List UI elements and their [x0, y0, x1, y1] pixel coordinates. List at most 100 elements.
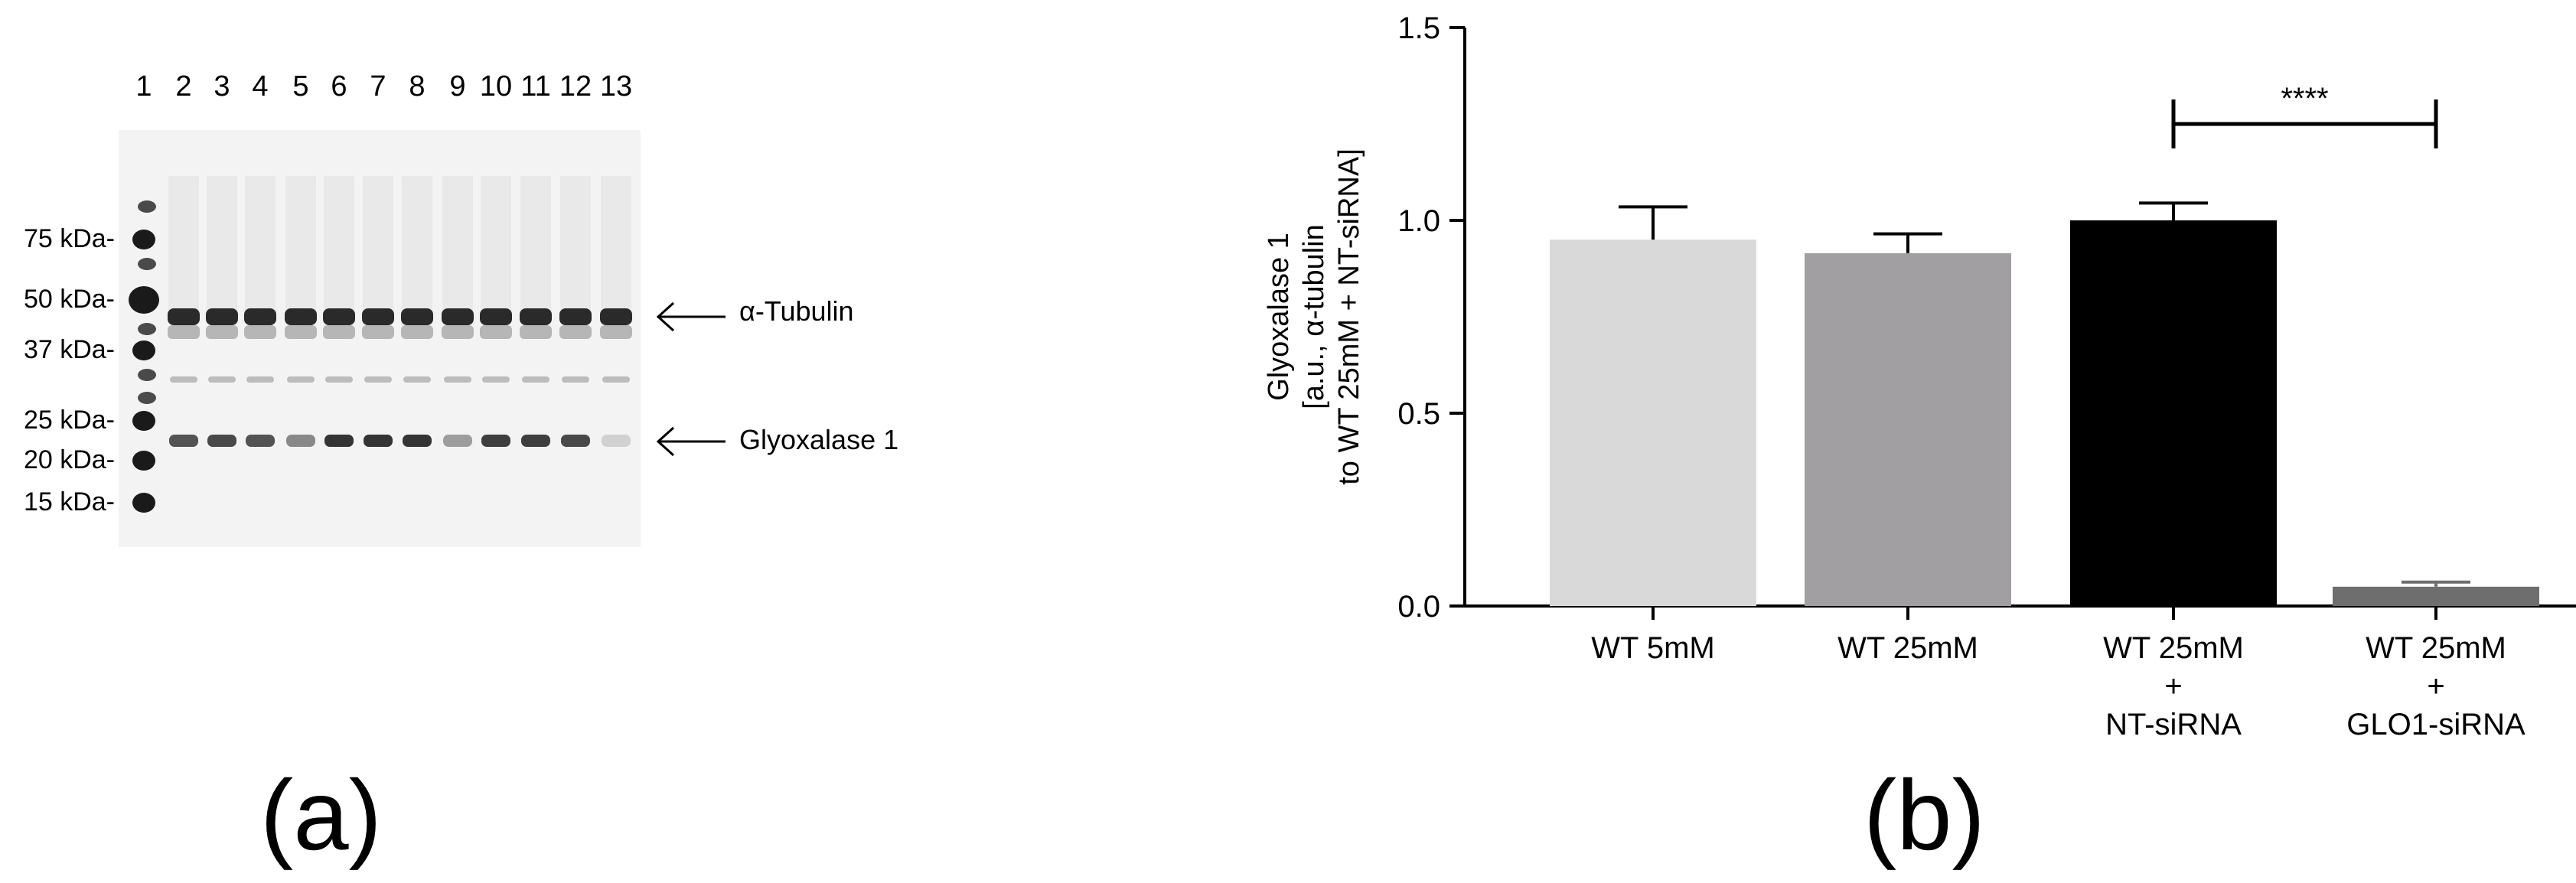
tubulin-band	[520, 308, 552, 325]
faint-band	[562, 376, 589, 383]
tubulin-band-tail	[520, 325, 552, 339]
tubulin-band-tail	[442, 325, 474, 339]
lane-number: 9	[449, 70, 466, 103]
bar	[2070, 220, 2277, 606]
lane-smear	[601, 176, 631, 321]
tubulin-band	[362, 308, 394, 325]
ladder-band	[138, 200, 156, 213]
lane-smear	[363, 176, 393, 321]
glyoxalase-band	[207, 435, 236, 447]
tubulin-band-tail	[362, 325, 394, 339]
lane-smear	[324, 176, 354, 321]
faint-band	[208, 376, 236, 383]
x-tick-label: WT 25mM	[1837, 631, 1978, 665]
tubulin-band	[442, 308, 474, 325]
tubulin-band	[600, 308, 632, 325]
tubulin-band	[206, 308, 238, 325]
tubulin-band	[285, 308, 317, 325]
glyoxalase-band	[246, 435, 275, 447]
y-tick-label: 1.5	[1397, 11, 1440, 45]
lane-smear	[481, 176, 511, 321]
lane-number: 7	[370, 70, 386, 103]
ladder-band	[132, 230, 155, 249]
alpha-tubulin-label: α-Tubulin	[739, 295, 854, 327]
faint-band	[287, 376, 315, 383]
y-axis-label: [a.u., α-tubulin	[1298, 224, 1330, 409]
bar	[2333, 586, 2539, 606]
faint-band	[170, 376, 197, 383]
x-tick-label: WT 25mM	[2366, 631, 2506, 665]
lane-number: 11	[520, 70, 551, 103]
x-tick-label: NT-siRNA	[2105, 708, 2242, 741]
lane-number: 6	[331, 70, 347, 103]
faint-band	[522, 376, 549, 383]
lane-smear	[442, 176, 473, 321]
error-bar	[1619, 205, 1687, 240]
tubulin-band-tail	[401, 325, 433, 339]
y-axis-label: Glyoxalase 1	[1263, 233, 1295, 401]
faint-band	[482, 376, 510, 383]
tubulin-band	[559, 308, 592, 325]
glyoxalase-band	[521, 435, 550, 447]
lane-number: 12	[559, 70, 592, 103]
tubulin-band-tail	[559, 325, 592, 339]
ladder-band	[132, 411, 155, 431]
x-tick-label: WT 25mM	[2103, 631, 2244, 665]
glyoxalase-band	[403, 435, 432, 447]
error-bar	[1873, 232, 1942, 253]
glyoxalase-band	[169, 435, 198, 447]
error-bar	[2402, 580, 2470, 587]
lane-number: 1	[135, 70, 152, 103]
bar-chart: 0.0 0.5 1.0 1.5 Glyoxalase 1 [a.u., α-tubulin…	[1263, 11, 2576, 741]
kda-marker-label: 20 kDa-	[23, 445, 115, 474]
ladder-band	[138, 258, 156, 270]
ladder-band	[132, 451, 155, 471]
lane-number: 5	[292, 70, 309, 103]
panel-b-caption: (b)	[1864, 759, 1985, 871]
blot-image	[119, 130, 726, 547]
lane-smear	[285, 176, 316, 321]
tubulin-band	[168, 308, 200, 325]
x-tick-label: +	[2164, 670, 2182, 703]
bar	[1805, 253, 2011, 606]
significance-label: ****	[2281, 82, 2328, 116]
faint-band	[364, 376, 392, 383]
y-tick-label: 0.0	[1397, 590, 1440, 624]
ladder-band	[129, 286, 159, 314]
tubulin-band-tail	[206, 325, 238, 339]
error-bar	[2139, 201, 2208, 220]
kda-marker-label: 75 kDa-	[23, 224, 115, 253]
glyoxalase-label: Glyoxalase 1	[739, 424, 899, 455]
glyoxalase-band	[364, 435, 393, 447]
tubulin-band	[323, 308, 355, 325]
tubulin-band-tail	[244, 325, 276, 339]
ladder-band	[132, 493, 155, 513]
x-tick-label: +	[2427, 670, 2444, 703]
glyoxalase-band	[481, 435, 510, 447]
ladder-band	[138, 369, 156, 381]
lane-number: 13	[599, 70, 633, 103]
ladder-band	[132, 340, 155, 360]
tubulin-band-tail	[323, 325, 355, 339]
faint-band	[325, 376, 353, 383]
western-blot-panel: 1 2 3 4 5 6 7 8 9 10 11 12 13 75 kDa- 50 kDa- 37 kDa- 2…	[0, 0, 1071, 883]
y-axis-label: to WT 25mM + NT-siRNA]	[1333, 148, 1365, 485]
lane-smear	[520, 176, 551, 321]
lane-number: 10	[479, 70, 513, 103]
lane-smear	[245, 176, 276, 321]
kda-marker-label: 50 kDa-	[23, 285, 115, 314]
lane-number: 2	[175, 70, 192, 103]
faint-band	[444, 376, 471, 383]
tubulin-band	[401, 308, 433, 325]
tubulin-band-tail	[480, 325, 512, 339]
tubulin-band-tail	[600, 325, 632, 339]
faint-band	[246, 376, 274, 383]
lane-number: 3	[214, 70, 230, 103]
alpha-tubulin-arrow	[656, 301, 726, 332]
kda-marker-label: 37 kDa-	[23, 335, 115, 364]
kda-marker-label: 15 kDa-	[23, 487, 115, 516]
ladder-band	[138, 392, 156, 404]
panel-a-caption: (a)	[260, 759, 382, 871]
faint-band	[403, 376, 431, 383]
lane-number: 4	[252, 70, 269, 103]
